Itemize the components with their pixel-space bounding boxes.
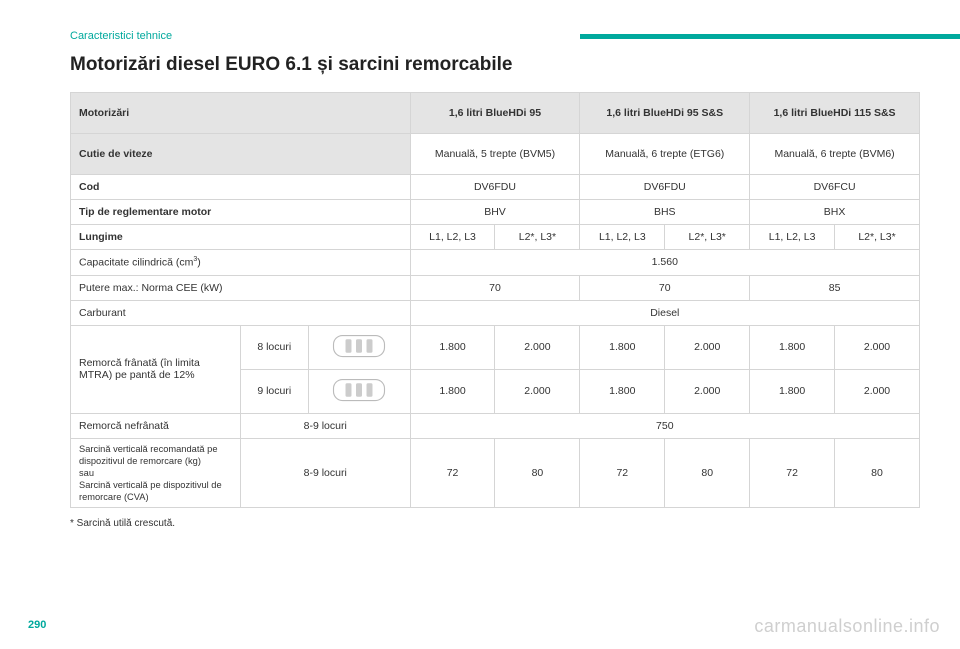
tb-r2-f: 2.000: [835, 369, 920, 413]
td-reg2: BHS: [580, 200, 750, 225]
td-gearbox2: Manuală, 6 trepte (ETG6): [580, 134, 750, 175]
td-reg1: BHV: [410, 200, 580, 225]
th-power: Putere max.: Norma CEE (kW): [71, 275, 411, 300]
vl-f: 80: [835, 438, 920, 507]
td-len-d: L2*, L3*: [665, 225, 750, 250]
td-gearbox3: Manuală, 6 trepte (BVM6): [750, 134, 920, 175]
td-len-c: L1, L2, L3: [580, 225, 665, 250]
td-code1: DV6FDU: [410, 175, 580, 200]
td-9seats: 9 locuri: [240, 369, 308, 413]
tb-r1-f: 2.000: [835, 325, 920, 369]
td-unbraked-val: 750: [410, 413, 919, 438]
th-engine1: 1,6 litri BlueHDi 95: [410, 93, 580, 134]
th-motorizari: Motorizări: [71, 93, 411, 134]
th-trailer-unbraked: Remorcă nefrânată: [71, 413, 241, 438]
van-top-icon: [329, 376, 389, 404]
tb-r1-b: 2.000: [495, 325, 580, 369]
van-top-icon: [329, 332, 389, 360]
vl-c: 72: [580, 438, 665, 507]
vl-a: 72: [410, 438, 495, 507]
td-code2: DV6FDU: [580, 175, 750, 200]
tb-r2-e: 1.800: [750, 369, 835, 413]
vl-e: 72: [750, 438, 835, 507]
td-code3: DV6FCU: [750, 175, 920, 200]
top-accent-bar: [580, 34, 960, 39]
th-displacement: Capacitate cilindrică (cm3): [71, 250, 411, 276]
td-len-b: L2*, L3*: [495, 225, 580, 250]
th-vertical-load: Sarcină verticală recomandată pe dispozi…: [71, 438, 241, 507]
td-len-a: L1, L2, L3: [410, 225, 495, 250]
spec-table: Motorizări 1,6 litri BlueHDi 95 1,6 litr…: [70, 92, 920, 508]
th-fuel: Carburant: [71, 300, 411, 325]
th-engine2: 1,6 litri BlueHDi 95 S&S: [580, 93, 750, 134]
th-gearbox: Cutie de viteze: [71, 134, 411, 175]
th-engine3: 1,6 litri BlueHDi 115 S&S: [750, 93, 920, 134]
page-title: Motorizări diesel EURO 6.1 și sarcini re…: [70, 54, 920, 76]
tb-r2-d: 2.000: [665, 369, 750, 413]
vl-b: 80: [495, 438, 580, 507]
tb-r1-d: 2.000: [665, 325, 750, 369]
td-gearbox1: Manuală, 5 trepte (BVM5): [410, 134, 580, 175]
th-length: Lungime: [71, 225, 411, 250]
td-power34: 70: [580, 275, 750, 300]
tb-r2-c: 1.800: [580, 369, 665, 413]
th-trailer-braked: Remorcă frânată (în limita MTRA) pe pant…: [71, 325, 241, 413]
td-fuel: Diesel: [410, 300, 919, 325]
tb-r2-a: 1.800: [410, 369, 495, 413]
watermark: carmanualsonline.info: [754, 616, 940, 637]
van-icon-8: [308, 325, 410, 369]
th-regtype: Tip de reglementare motor: [71, 200, 411, 225]
td-displacement: 1.560: [410, 250, 919, 276]
th-code: Cod: [71, 175, 411, 200]
td-len-e: L1, L2, L3: [750, 225, 835, 250]
td-reg3: BHX: [750, 200, 920, 225]
td-len-f: L2*, L3*: [835, 225, 920, 250]
footnote: * Sarcină utilă crescută.: [70, 518, 920, 529]
td-vl-seats: 8-9 locuri: [240, 438, 410, 507]
td-8seats: 8 locuri: [240, 325, 308, 369]
td-power12: 70: [410, 275, 580, 300]
tb-r2-b: 2.000: [495, 369, 580, 413]
td-unbraked-seats: 8-9 locuri: [240, 413, 410, 438]
vl-d: 80: [665, 438, 750, 507]
tb-r1-a: 1.800: [410, 325, 495, 369]
van-icon-9: [308, 369, 410, 413]
tb-r1-e: 1.800: [750, 325, 835, 369]
td-power56: 85: [750, 275, 920, 300]
tb-r1-c: 1.800: [580, 325, 665, 369]
page-number: 290: [28, 619, 46, 631]
